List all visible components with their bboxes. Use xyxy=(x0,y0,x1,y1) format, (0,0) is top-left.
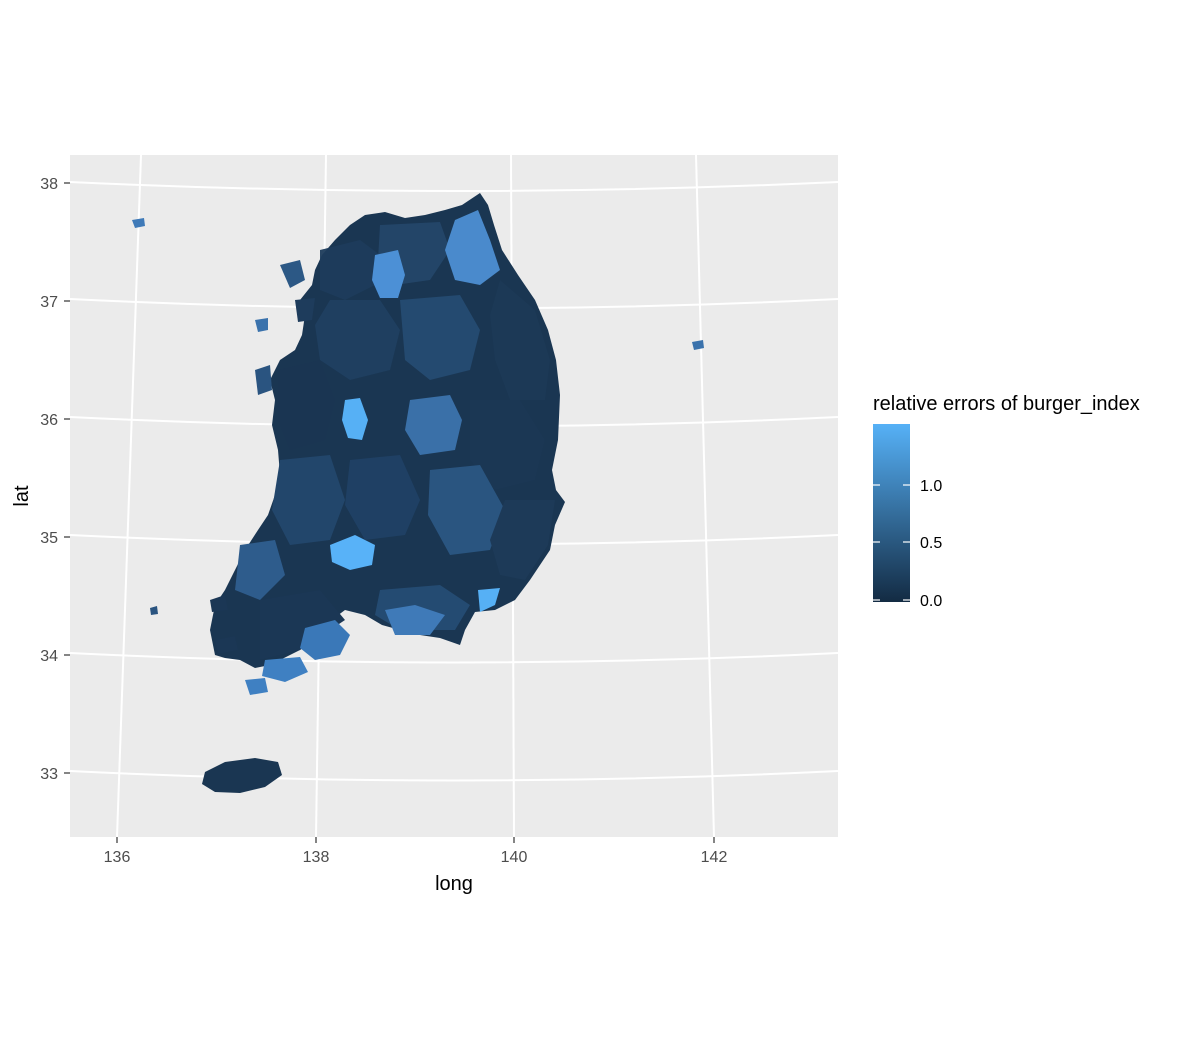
grid-lat-34 xyxy=(70,652,838,664)
island-south-3 xyxy=(245,678,268,695)
x-tick-label: 142 xyxy=(701,849,728,866)
y-tick-label: 36 xyxy=(40,412,58,429)
region-south-light xyxy=(330,535,375,570)
island-southwest-small-2 xyxy=(215,636,238,654)
x-axis-title: long xyxy=(435,873,473,895)
island-west-4 xyxy=(295,298,315,322)
legend-label: 0.5 xyxy=(920,535,942,552)
y-tick-label: 33 xyxy=(40,766,58,783)
region-south-west xyxy=(272,455,345,545)
region-southwest-coast xyxy=(235,540,285,600)
region-center-light xyxy=(342,398,368,440)
x-axis: 136 138 140 142 xyxy=(104,837,728,866)
region-south-1 xyxy=(260,590,345,660)
x-tick-label: 138 xyxy=(303,849,330,866)
x-tick-label: 140 xyxy=(501,849,528,866)
island-east-dokdo xyxy=(692,340,704,350)
legend-ticks xyxy=(873,484,910,601)
region-central-1 xyxy=(315,300,400,380)
island-west-3 xyxy=(280,260,305,288)
y-tick-label: 37 xyxy=(40,294,58,311)
island-west-small xyxy=(150,606,158,615)
legend: relative errors of burger_index 0.0 0.5 … xyxy=(873,393,1140,610)
grid-long-142 xyxy=(695,155,715,837)
island-northwest-far xyxy=(132,218,145,228)
legend-label: 0.0 xyxy=(920,593,942,610)
region-west-1 xyxy=(278,360,335,450)
region-ns-1 xyxy=(372,250,405,298)
y-tick-label: 38 xyxy=(40,176,58,193)
region-north-east xyxy=(445,210,500,285)
island-south-1 xyxy=(300,620,350,660)
grid-long-136 xyxy=(116,155,142,837)
region-central-2 xyxy=(400,295,480,380)
region-south-central xyxy=(345,455,420,540)
grid-lat-33 xyxy=(70,770,838,782)
x-tick-label: 136 xyxy=(104,849,131,866)
island-jeju xyxy=(202,758,282,793)
grid-lat-38 xyxy=(70,181,838,192)
island-southwest-small-1 xyxy=(210,595,228,612)
y-tick-label: 34 xyxy=(40,648,58,665)
region-south-east xyxy=(428,465,505,555)
y-tick-label: 35 xyxy=(40,530,58,547)
region-northwest xyxy=(320,240,380,300)
region-southeast-light xyxy=(478,588,500,612)
region-east-2 xyxy=(470,400,545,490)
map-regions xyxy=(132,193,704,793)
legend-colorbar xyxy=(873,424,910,602)
region-south-coast-light xyxy=(385,605,445,635)
island-west-1 xyxy=(255,365,272,395)
region-center-east xyxy=(405,395,462,455)
region-east-coast xyxy=(490,280,550,400)
island-west-2 xyxy=(255,318,268,332)
region-southeast-coast xyxy=(490,500,555,580)
y-axis-title: lat xyxy=(11,485,33,507)
legend-label: 1.0 xyxy=(920,478,942,495)
y-axis: 38 37 36 35 34 33 xyxy=(40,176,70,783)
island-south-2 xyxy=(262,657,308,682)
legend-title: relative errors of burger_index xyxy=(873,393,1140,415)
